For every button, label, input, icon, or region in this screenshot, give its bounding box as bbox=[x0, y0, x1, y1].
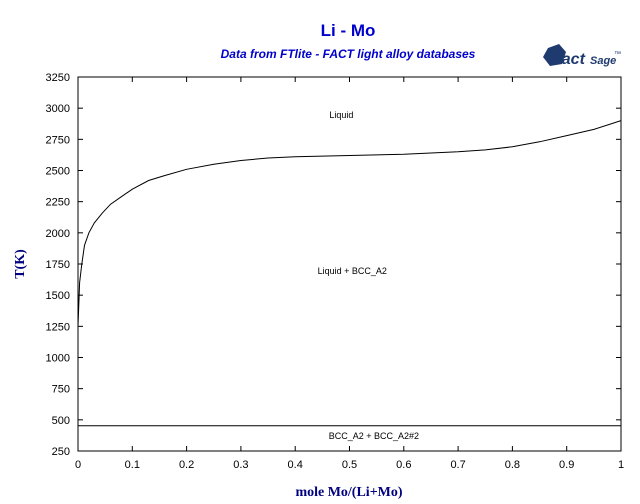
factsage-logo-mark-icon bbox=[543, 44, 566, 66]
y-tick-label: 500 bbox=[52, 415, 70, 427]
x-tick-label: 0.1 bbox=[125, 459, 140, 471]
y-tick-label: 2750 bbox=[46, 134, 70, 146]
factsage-logo: Fact Sage ™ bbox=[543, 44, 621, 68]
x-tick-label: 0.9 bbox=[559, 459, 574, 471]
x-tick-label: 0.2 bbox=[179, 459, 194, 471]
region-label: BCC_A2 + BCC_A2#2 bbox=[329, 431, 419, 441]
y-tick-label: 2500 bbox=[46, 166, 70, 178]
y-tick-label: 3000 bbox=[46, 103, 70, 115]
y-tick-label: 3250 bbox=[46, 72, 70, 84]
x-tick-label: 0.4 bbox=[288, 459, 303, 471]
chart-title: Li - Mo bbox=[321, 21, 376, 40]
logo-mark-text: ™ bbox=[614, 51, 621, 58]
x-tick-label: 0.6 bbox=[396, 459, 411, 471]
y-tick-label: 1250 bbox=[46, 321, 70, 333]
y-tick-label: 1000 bbox=[46, 353, 70, 365]
phase-boundary-0 bbox=[77, 120, 622, 327]
x-tick-label: 0.3 bbox=[233, 459, 248, 471]
region-labels: Liquid Liquid + BCC_A2 BCC_A2 + BCC_A2#2 bbox=[318, 110, 420, 441]
logo-sub-text: Sage bbox=[590, 55, 616, 67]
y-tick-label: 1750 bbox=[46, 259, 70, 271]
x-tick-label: 0.5 bbox=[342, 459, 357, 471]
y-axis-ticks: 250 500 750 1000 1250 1500 1750 2000 2250 2500 275… bbox=[46, 72, 621, 458]
y-tick-label: 1500 bbox=[46, 290, 70, 302]
y-axis-label: T(K) bbox=[13, 249, 28, 279]
x-tick-label: 1 bbox=[618, 459, 624, 471]
logo-main-text: Fact bbox=[552, 51, 586, 68]
chart-subtitle: Data from FTlite - FACT light alloy data… bbox=[221, 47, 476, 61]
region-label: Liquid bbox=[329, 110, 353, 120]
plot-frame bbox=[77, 76, 622, 452]
region-label: Liquid + BCC_A2 bbox=[318, 266, 387, 276]
x-tick-label: 0.8 bbox=[505, 459, 520, 471]
y-tick-label: 2250 bbox=[46, 197, 70, 209]
y-tick-label: 2000 bbox=[46, 228, 70, 240]
x-axis-ticks: 0 0.1 0.2 0.3 0.4 0.5 0.6 0.7 0.8 0.9 1 bbox=[75, 77, 624, 471]
phase-boundaries bbox=[77, 120, 622, 427]
y-tick-label: 750 bbox=[52, 384, 70, 396]
x-tick-label: 0.7 bbox=[450, 459, 465, 471]
x-tick-label: 0 bbox=[75, 459, 81, 471]
y-tick-label: 250 bbox=[52, 446, 70, 458]
x-axis-label: mole Mo/(Li+Mo) bbox=[295, 485, 402, 500]
